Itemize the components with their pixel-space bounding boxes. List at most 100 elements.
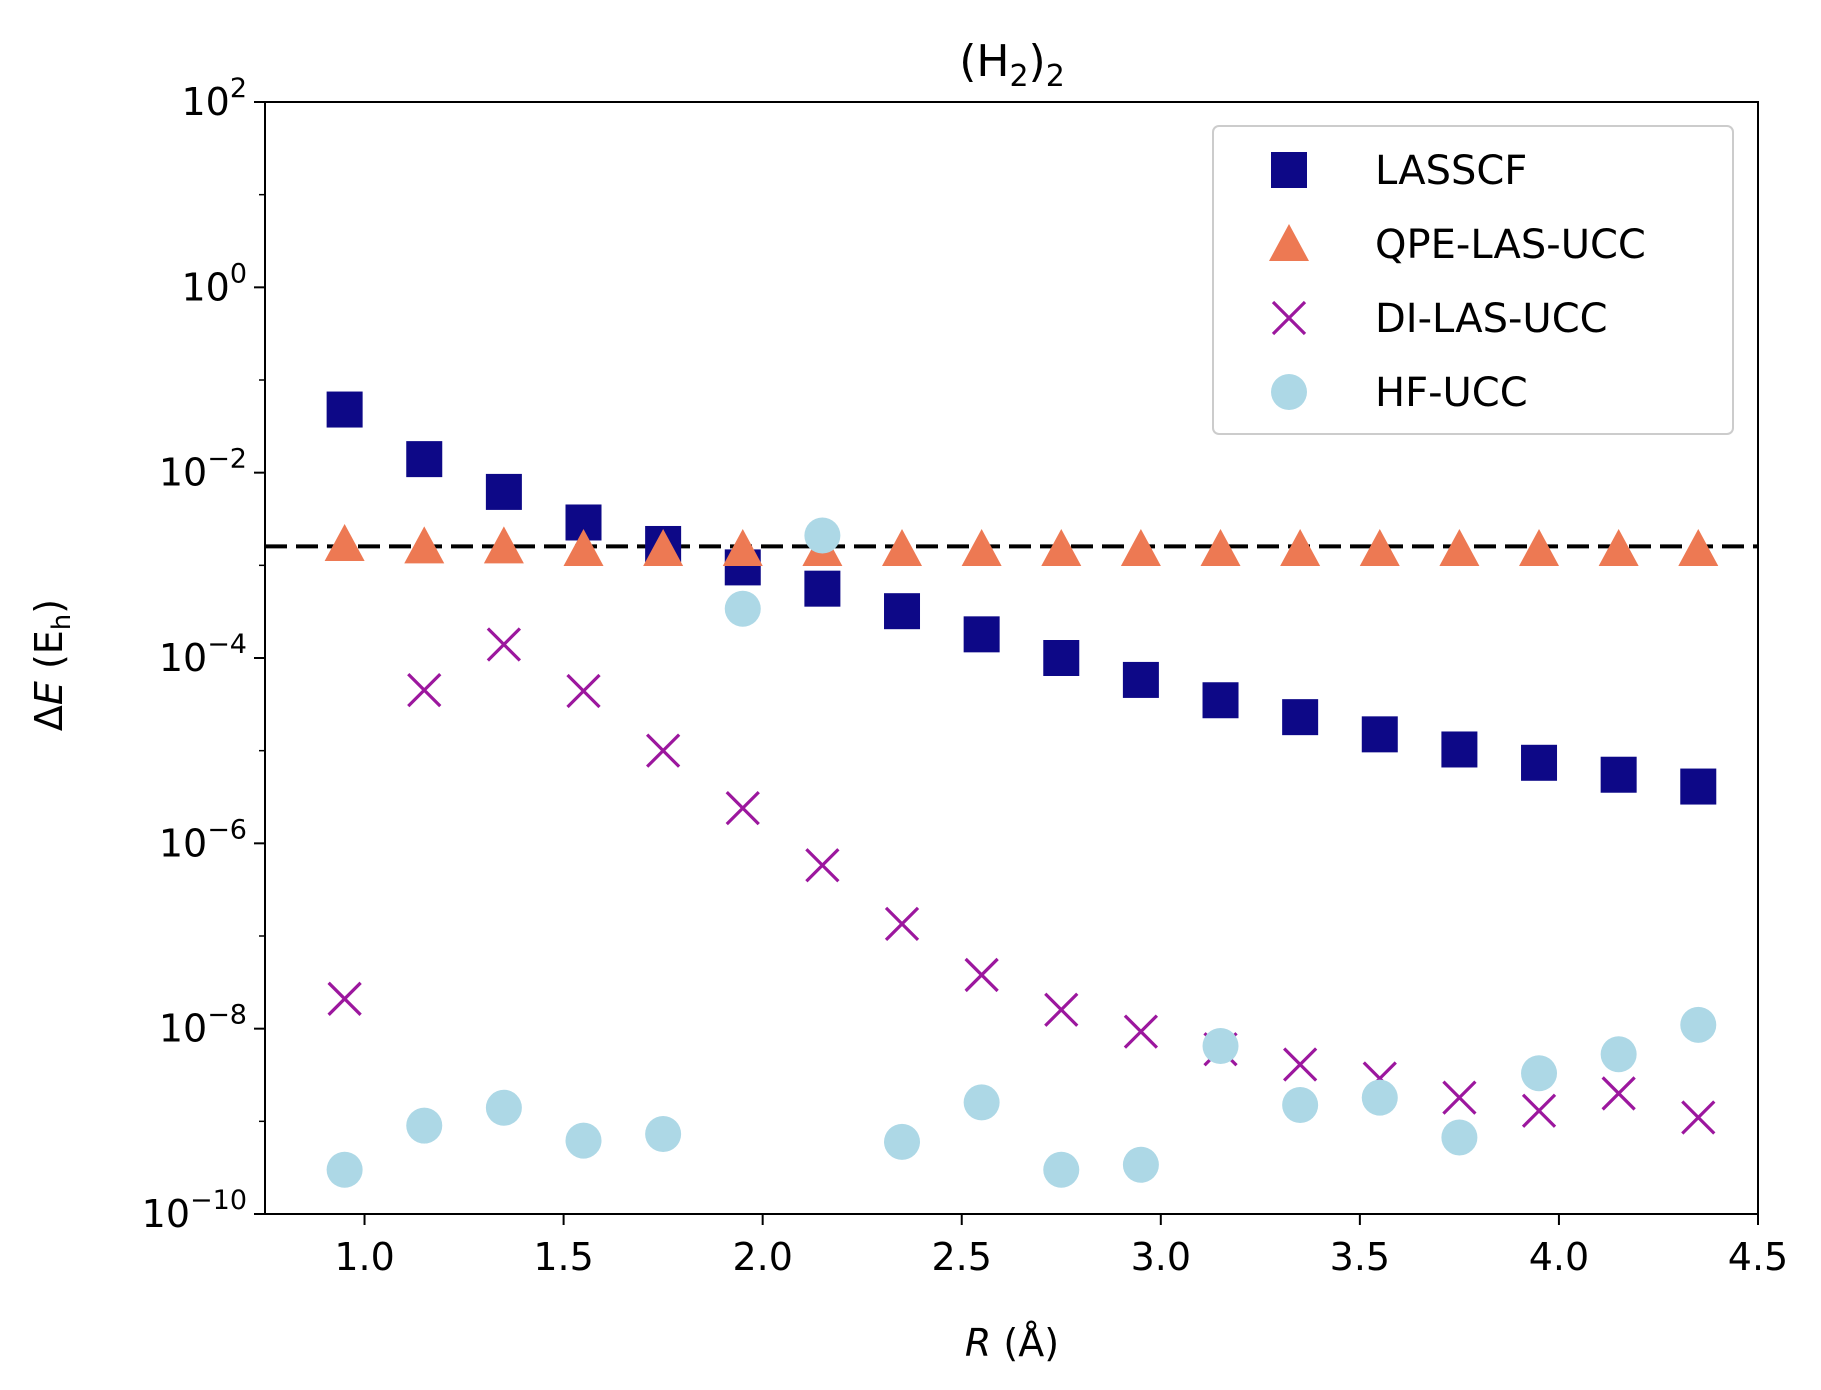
legend-label: LASSCF [1375, 148, 1527, 194]
data-point-hf-ucc [1361, 1079, 1398, 1116]
y-tick-label: 10−2 [159, 444, 247, 495]
plot-area [265, 391, 1758, 1188]
data-point-qpe-las-ucc [722, 529, 763, 567]
data-point-hf-ucc [326, 1151, 363, 1188]
y-axis-label-var: E [27, 681, 71, 705]
data-point-hf-ucc [1282, 1087, 1319, 1124]
y-tick-label-exp: −6 [207, 814, 247, 845]
data-point-lasscf [1043, 640, 1080, 676]
legend-label: QPE-LAS-UCC [1375, 222, 1646, 268]
y-tick-label-exp: 2 [230, 73, 247, 104]
y-axis-label-delta: Δ [27, 705, 71, 731]
data-point-hf-ucc [1521, 1055, 1558, 1092]
data-point-hf-ucc [1122, 1146, 1159, 1183]
y-axis-label-close: ) [27, 599, 71, 614]
data-point-lasscf [1202, 682, 1239, 719]
x-axis-label: R (Å) [965, 1321, 1059, 1365]
data-point-di-las-ucc [486, 627, 522, 662]
data-point-hf-ucc [1043, 1151, 1080, 1188]
chart-title-sub2: 2 [1046, 59, 1065, 94]
data-point-qpe-las-ucc [483, 526, 524, 564]
x-tick-label: 3.5 [1330, 1235, 1390, 1279]
chart-title-sub1: 2 [1009, 59, 1028, 94]
data-point-di-las-ucc [1521, 1093, 1557, 1128]
data-point-di-las-ucc [1123, 1014, 1159, 1049]
data-point-hf-ucc [565, 1122, 602, 1159]
legend-marker-lasscf [1271, 152, 1307, 188]
x-tick-label: 4.5 [1728, 1235, 1788, 1279]
axes-frame [264, 101, 1759, 1215]
y-tick-label: 100 [181, 258, 247, 309]
chart-title: (H2)2 [959, 36, 1065, 94]
data-point-di-las-ucc [1044, 992, 1079, 1027]
x-tick-label: 2.0 [732, 1235, 792, 1279]
data-point-di-las-ucc [327, 981, 362, 1016]
legend-label: HF-UCC [1375, 370, 1528, 416]
data-point-hf-ucc [485, 1089, 522, 1126]
x-tick-label: 1.0 [334, 1235, 394, 1279]
data-point-qpe-las-ucc [324, 523, 365, 561]
data-point-hf-ucc [963, 1084, 1000, 1121]
data-point-di-las-ucc [646, 733, 681, 768]
legend-marker-di-las-ucc [1271, 300, 1307, 336]
legend-label: DI-LAS-UCC [1375, 296, 1608, 342]
legend-box [1212, 125, 1734, 435]
data-point-lasscf [963, 616, 1000, 653]
y-tick-label-exp: 0 [230, 258, 247, 289]
data-point-lasscf [1521, 744, 1558, 781]
data-point-qpe-las-ucc [1041, 529, 1082, 567]
data-point-qpe-las-ucc [1678, 529, 1719, 567]
data-point-di-las-ucc [407, 673, 442, 708]
y-tick-label-base: 10 [159, 451, 207, 495]
y-axis-label: ΔE (Eh) [27, 599, 77, 731]
data-point-qpe-las-ucc [1598, 529, 1639, 567]
data-point-lasscf [1680, 768, 1717, 805]
y-tick-label-exp: −4 [207, 629, 247, 660]
y-tick-label-base: 10 [181, 80, 229, 124]
y-tick-label-exp: −2 [207, 444, 247, 475]
data-point-hf-ucc [1441, 1119, 1478, 1156]
data-point-di-las-ucc [1442, 1080, 1477, 1115]
data-point-lasscf [485, 473, 522, 510]
data-point-di-las-ucc [1283, 1047, 1318, 1082]
x-tick-label: 2.5 [932, 1235, 992, 1279]
y-tick-label: 10−4 [159, 629, 247, 680]
y-tick-label-exp: −10 [190, 1185, 247, 1216]
data-point-di-las-ucc [1601, 1076, 1636, 1111]
data-point-qpe-las-ucc [1120, 529, 1161, 567]
y-tick-label: 10−10 [142, 1185, 247, 1236]
x-axis-label-unit: (Å) [991, 1321, 1059, 1365]
x-tick-label: 3.0 [1131, 1235, 1191, 1279]
series-hf-ucc [326, 517, 1717, 1188]
data-point-lasscf [1600, 756, 1637, 793]
y-tick-label-base: 10 [159, 636, 207, 680]
data-point-lasscf [804, 570, 841, 607]
y-tick-label-base: 10 [159, 1007, 207, 1051]
y-tick-label: 10−6 [159, 814, 247, 865]
y-tick-label-base: 10 [181, 265, 229, 309]
data-point-qpe-las-ucc [1280, 529, 1321, 567]
y-tick-label-base: 10 [142, 1192, 190, 1236]
y-axis-label-unit-sub: h [47, 614, 77, 630]
x-tick-label: 4.0 [1529, 1235, 1589, 1279]
x-axis-label-var: R [965, 1321, 991, 1365]
data-point-hf-ucc [406, 1107, 443, 1144]
data-point-di-las-ucc [964, 957, 999, 993]
data-point-lasscf [1282, 699, 1319, 736]
data-point-qpe-las-ucc [643, 529, 684, 567]
chart-title-base: (H [959, 36, 1009, 87]
data-point-qpe-las-ucc [1439, 529, 1480, 567]
data-point-hf-ucc [1202, 1028, 1239, 1065]
data-point-qpe-las-ucc [1519, 529, 1560, 567]
data-point-hf-ucc [1680, 1006, 1717, 1043]
legend-marker-qpe-las-ucc [1269, 224, 1309, 261]
data-point-di-las-ucc [805, 848, 840, 883]
legend: LASSCF QPE-LAS-UCC DI-LAS-UCC HF-UCC [1212, 125, 1734, 435]
y-tick-label: 10−8 [159, 1000, 247, 1051]
data-point-qpe-las-ucc [882, 529, 923, 567]
series-lasscf [326, 391, 1717, 805]
data-point-lasscf [1361, 716, 1398, 753]
data-point-hf-ucc [724, 590, 761, 627]
data-point-di-las-ucc [884, 906, 920, 942]
